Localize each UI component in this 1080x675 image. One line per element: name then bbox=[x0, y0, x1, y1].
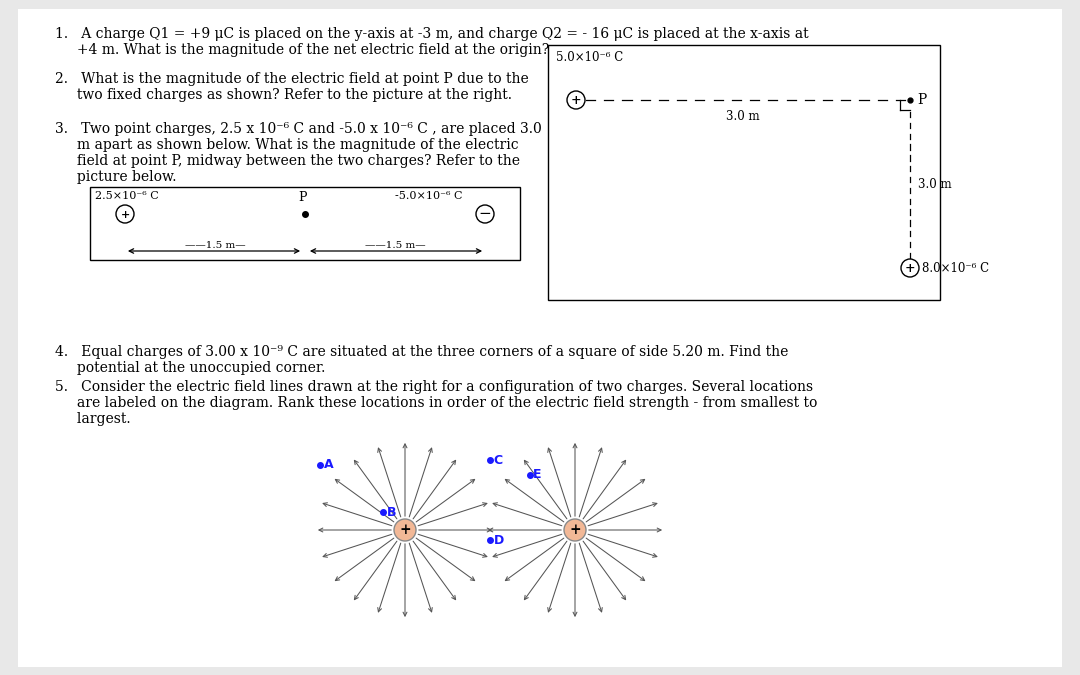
Text: B: B bbox=[387, 506, 396, 518]
Text: 8.0×10⁻⁶ C: 8.0×10⁻⁶ C bbox=[922, 261, 989, 275]
Text: A: A bbox=[324, 458, 334, 472]
Text: 5.   Consider the electric field lines drawn at the right for a configuration of: 5. Consider the electric field lines dra… bbox=[55, 380, 813, 394]
Circle shape bbox=[901, 259, 919, 277]
Text: 3.0 m: 3.0 m bbox=[918, 178, 951, 190]
Text: +: + bbox=[570, 94, 581, 107]
Text: two fixed charges as shown? Refer to the picture at the right.: two fixed charges as shown? Refer to the… bbox=[55, 88, 512, 102]
Text: +: + bbox=[569, 523, 581, 537]
Text: 3.0 m: 3.0 m bbox=[726, 110, 760, 123]
Text: 4.   Equal charges of 3.00 x 10⁻⁹ C are situated at the three corners of a squar: 4. Equal charges of 3.00 x 10⁻⁹ C are si… bbox=[55, 345, 788, 359]
Text: +4 m. What is the magnitude of the net electric field at the origin?: +4 m. What is the magnitude of the net e… bbox=[55, 43, 550, 57]
Text: m apart as shown below. What is the magnitude of the electric: m apart as shown below. What is the magn… bbox=[55, 138, 518, 152]
Text: -5.0×10⁻⁶ C: -5.0×10⁻⁶ C bbox=[395, 191, 462, 201]
Text: 1.   A charge Q1 = +9 μC is placed on the y-axis at -3 m, and charge Q2 = - 16 μ: 1. A charge Q1 = +9 μC is placed on the … bbox=[55, 27, 809, 41]
Text: 5.0×10⁻⁶ C: 5.0×10⁻⁶ C bbox=[556, 51, 623, 64]
Text: 3.   Two point charges, 2.5 x 10⁻⁶ C and -5.0 x 10⁻⁶ C , are placed 3.0: 3. Two point charges, 2.5 x 10⁻⁶ C and -… bbox=[55, 122, 542, 136]
Circle shape bbox=[476, 205, 494, 223]
Circle shape bbox=[394, 519, 416, 541]
Bar bbox=[548, 45, 940, 300]
Text: E: E bbox=[534, 468, 541, 481]
Text: 2.   What is the magnitude of the electric field at point P due to the: 2. What is the magnitude of the electric… bbox=[55, 72, 529, 86]
Bar bbox=[90, 187, 519, 260]
Text: picture below.: picture below. bbox=[55, 170, 176, 184]
Text: ——1.5 m—: ——1.5 m— bbox=[185, 241, 245, 250]
Circle shape bbox=[116, 205, 134, 223]
Text: P: P bbox=[917, 93, 927, 107]
Circle shape bbox=[567, 91, 585, 109]
Text: C: C bbox=[492, 454, 502, 466]
Text: −: − bbox=[478, 207, 491, 221]
Text: field at point P, midway between the two charges? Refer to the: field at point P, midway between the two… bbox=[55, 154, 519, 168]
Text: ——1.5 m—: ——1.5 m— bbox=[365, 241, 426, 250]
Text: D: D bbox=[494, 533, 504, 547]
Text: P: P bbox=[299, 191, 307, 204]
Text: +: + bbox=[905, 261, 916, 275]
Text: +: + bbox=[400, 523, 410, 537]
Circle shape bbox=[564, 519, 586, 541]
Text: are labeled on the diagram. Rank these locations in order of the electric field : are labeled on the diagram. Rank these l… bbox=[55, 396, 818, 410]
Text: +: + bbox=[120, 209, 130, 219]
Text: potential at the unoccupied corner.: potential at the unoccupied corner. bbox=[55, 361, 325, 375]
Text: 2.5×10⁻⁶ C: 2.5×10⁻⁶ C bbox=[95, 191, 159, 201]
Text: largest.: largest. bbox=[55, 412, 131, 426]
